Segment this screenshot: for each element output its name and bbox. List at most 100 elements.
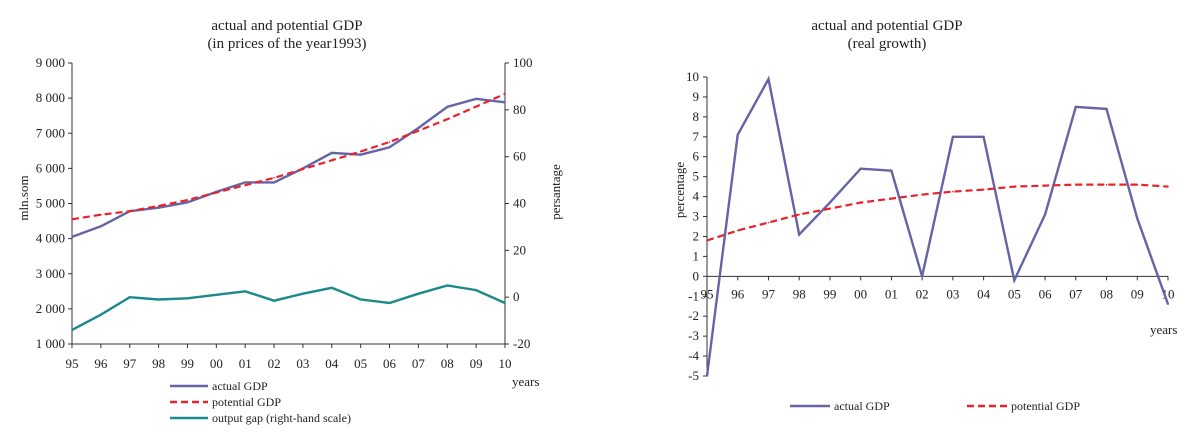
chart2-series-0-point	[798, 233, 800, 236]
chart1-y-tick-label: 3 000	[36, 266, 65, 281]
chart1-y-tick-label: 8 000	[36, 90, 65, 105]
chart2-series-0-point	[829, 201, 831, 204]
chart2-series-1-point	[1044, 184, 1046, 187]
chart1-series-1-point	[331, 159, 333, 162]
chart2-series-1-point	[982, 188, 985, 191]
chart1-series-line-2	[71, 284, 506, 331]
chart2-y-tick-label: 9	[693, 89, 700, 104]
chart2-series-0-point	[1075, 106, 1077, 108]
chart2-x-tick-label: 96	[731, 286, 745, 301]
chart2-series-0-point	[1044, 213, 1046, 216]
chart2-title: actual and potential GDP	[811, 18, 962, 34]
chart1-series-2-point	[302, 292, 304, 295]
chart1-series-0-point	[100, 225, 102, 228]
chart1-series-0-point	[273, 181, 275, 184]
chart1-legend-label-1: potential GDP	[212, 395, 281, 409]
chart1-y-tick-label: 7 000	[36, 125, 65, 140]
chart2-series-0-point	[1167, 303, 1169, 306]
chart1-subtitle: (in prices of the year1993)	[207, 36, 366, 52]
chart1-y-tick-label: 5 000	[36, 196, 65, 211]
chart1-series-0-point	[186, 201, 189, 204]
chart1-y-tick-label: 9 000	[36, 55, 65, 70]
chart1-series-1-point	[359, 150, 362, 153]
chart1-series-0-point	[417, 127, 420, 129]
chart2-x-tick-label: 08	[1100, 286, 1113, 301]
chart1-series-1-point	[504, 93, 506, 95]
chart1-series-2-point	[475, 289, 477, 291]
chart2-x-label: years	[1150, 322, 1177, 337]
chart2-series-0-point	[706, 375, 708, 377]
chart1-series-1-point	[302, 168, 304, 170]
chart1-legend: actual GDP potential GDP output gap (right…	[170, 379, 351, 425]
chart1-legend-label-2: output gap (right-hand scale)	[212, 411, 351, 425]
chart1-series-2-point	[215, 294, 218, 296]
chart1-x-tick-label: 01	[239, 356, 252, 371]
chart2-series-1-point	[736, 229, 739, 232]
chart-gdp-levels: actual and potential GDP (in prices of t…	[16, 18, 563, 425]
chart2-x-tick-label: 03	[946, 286, 959, 301]
chart2-series-0-point	[859, 167, 862, 170]
chart1-y2-tick-label: 0	[513, 289, 520, 304]
chart2-y-tick-label: 2	[693, 228, 700, 243]
chart1-series-2-point	[331, 287, 333, 289]
chart1-series-1-point	[273, 177, 275, 179]
chart1-x-tick-label: 07	[412, 356, 426, 371]
chart1-x-tick-label: 99	[181, 356, 194, 371]
chart1-series-0-point	[71, 236, 73, 238]
chart1-x-tick-label: 08	[441, 356, 454, 371]
chart2-series	[705, 75, 1170, 377]
chart1-title: actual and potential GDP	[211, 18, 362, 34]
chart2-x-tick-label: 09	[1131, 286, 1144, 301]
chart1-y2-tick-label: 40	[513, 196, 526, 211]
chart2-y-tick-label: 4	[693, 189, 700, 204]
chart1-x-tick-label: 96	[94, 356, 108, 371]
chart2-x-tick-label: 04	[977, 286, 991, 301]
chart1-y-tick-label: 1 000	[36, 336, 65, 351]
chart2-series-line-1	[706, 183, 1169, 242]
chart2-x-tick-label: 99	[823, 286, 836, 301]
chart1-series-1-point	[128, 210, 131, 213]
chart1-x-tick-label: 03	[296, 356, 309, 371]
chart2-series-1-point	[798, 213, 800, 216]
chart2-x-tick-label: 95	[701, 286, 714, 301]
chart2-series-1-point	[1013, 185, 1016, 188]
chart1-y-tick-label: 4 000	[36, 231, 65, 246]
chart2-series-0-point	[921, 275, 923, 278]
chart2-x-tick-label: 00	[854, 286, 867, 301]
chart2-x-tick-label: 01	[885, 286, 898, 301]
chart2-series-0-point	[982, 136, 985, 138]
chart1-series-0-point	[446, 106, 449, 108]
chart2-series-1-point	[829, 207, 831, 210]
chart2-series-0-point	[1013, 279, 1016, 282]
chart1-axes: 1 000 2 000 3 000 4 000 5 000 6 000 7 000 8 000…	[36, 55, 533, 371]
chart2-series-0-point	[767, 78, 770, 80]
chart2-x-tick-label: 98	[793, 286, 806, 301]
chart2-series-0-point	[1136, 217, 1139, 220]
chart1-y2-tick-label: 20	[513, 242, 526, 257]
chart1-series-0-point	[331, 152, 333, 154]
chart1-series-line-1	[71, 92, 506, 221]
chart2-y-tick-label: 7	[693, 129, 700, 144]
chart1-legend-label-0: actual GDP	[212, 379, 268, 393]
chart2-series-0-point	[952, 136, 954, 138]
chart2-y-tick-label: -4	[688, 348, 699, 363]
chart1-y-label: mln.som	[16, 175, 31, 220]
chart2-legend-label-0: actual GDP	[834, 399, 890, 413]
chart2-y-tick-label: 8	[693, 109, 700, 124]
chart2-series-1-point	[1075, 183, 1077, 186]
chart1-series-2-point	[186, 297, 189, 300]
chart2-series-1-point	[1105, 183, 1108, 186]
chart2-series-1-point	[1167, 185, 1169, 188]
chart1-series-1-point	[388, 141, 391, 143]
chart1-series-0-point	[388, 146, 391, 149]
chart1-x-tick-label: 98	[152, 356, 165, 371]
chart1-series-2-point	[417, 292, 420, 295]
chart1-series-1-point	[157, 205, 160, 207]
chart2-y-tick-label: -1	[688, 288, 699, 303]
chart1-y2-tick-label: 80	[513, 102, 526, 117]
chart2-y-tick-label: 3	[693, 209, 700, 224]
chart2-x-tick-label: 97	[762, 286, 776, 301]
chart1-series-1-point	[100, 213, 102, 216]
